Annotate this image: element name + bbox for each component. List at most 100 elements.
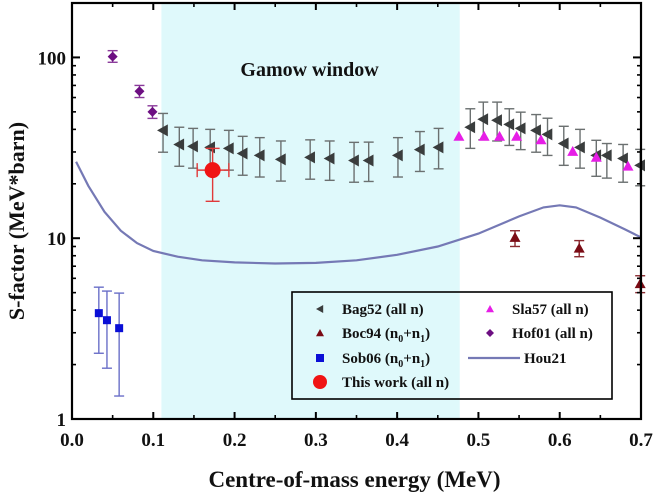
legend-text: Sla57 (all n): [512, 302, 589, 318]
legend: Bag52 (all n) Sla57 (all n)Boc94 (n0+n1) H…: [291, 291, 613, 400]
legend-text: Hof01 (all n): [512, 326, 593, 342]
data-point-bag52-all-n: [274, 153, 286, 166]
y-tick-label: 10: [47, 229, 66, 250]
data-point-bag52-all-n: [253, 149, 265, 162]
legend-label: Hof01 (all n): [512, 326, 593, 342]
data-point-bag52-all-n: [173, 138, 185, 151]
legend-marker-icon: [486, 305, 494, 313]
data-point-bag52-all-n: [617, 152, 628, 165]
data-point-this-work-all-n: [204, 162, 221, 179]
data-point-bag52-all-n: [391, 149, 403, 162]
data-point-sob06-n0-n1: [102, 316, 111, 325]
legend-item-this-work-all-n: This work (all n): [313, 375, 449, 391]
legend-label: Boc94 (n0+n1): [342, 326, 430, 345]
data-point-bag52-all-n: [600, 149, 612, 162]
x-axis-label: Centre-of-mass energy (MeV): [208, 467, 500, 492]
data-point-sob06-n0-n1: [115, 324, 124, 333]
legend-marker-icon: [313, 375, 327, 389]
data-point-bag52-all-n: [362, 154, 374, 167]
legend-marker-icon: [316, 305, 324, 313]
legend-text: This work (all n): [342, 375, 449, 391]
x-tick-label: 0.3: [304, 430, 328, 451]
curves-layer: [75, 161, 642, 265]
series-sob06-n0-n1: [93, 286, 125, 397]
data-point-bag52-all-n: [574, 141, 585, 154]
data-point-bag52-all-n: [514, 122, 526, 135]
legend-subscript: 0: [398, 334, 403, 345]
legend-marker-icon: [316, 329, 324, 337]
legend-item-hou21: Hou21: [468, 351, 567, 367]
data-point-bag52-all-n: [503, 118, 515, 131]
data-point-sob06-n0-n1: [94, 309, 103, 318]
legend-text: +n: [403, 351, 421, 367]
legend-text: +n: [403, 326, 421, 342]
x-axis: 0.0 0.1 0.2 0.3 0.4 0.5 0.6 0.7: [60, 3, 653, 451]
legend-text: Hou21: [524, 351, 567, 367]
legend-text: ): [425, 351, 430, 367]
data-point-sla57-all-n: [478, 130, 490, 141]
data-point-sla57-all-n: [453, 130, 465, 141]
data-point-bag52-all-n: [304, 151, 315, 164]
y-tick-label: 1: [57, 410, 67, 431]
data-point-boc94-n0-n1: [573, 242, 585, 253]
legend-text: Boc94 (n: [342, 326, 399, 342]
x-tick-label: 0.5: [467, 430, 491, 451]
data-point-hof01-all-n: [147, 106, 158, 117]
legend-item-boc94-n0-n1: Boc94 (n0+n1): [316, 326, 430, 345]
data-point-sla57-all-n: [590, 151, 602, 162]
data-point-bag52-all-n: [477, 113, 489, 126]
data-point-bag52-all-n: [634, 159, 645, 172]
data-point-bag52-all-n: [323, 152, 335, 165]
data-point-bag52-all-n: [187, 140, 198, 153]
x-tick-label: 0.7: [629, 430, 653, 451]
series-this-work-all-n: [196, 147, 230, 203]
data-point-sla57-all-n: [494, 130, 506, 141]
data-point-bag52-all-n: [464, 121, 476, 134]
x-tick-label: 0.4: [385, 430, 409, 451]
series-line-hou21: [75, 161, 642, 265]
series-boc94-n0-n1: [509, 230, 646, 294]
legend-text: ): [425, 326, 430, 342]
gamow-window-label: Gamow window: [240, 59, 379, 81]
data-point-hof01-all-n: [107, 51, 118, 62]
y-axis-label: S-factor (MeV*barn): [4, 122, 29, 320]
data-point-bag52-all-n: [432, 141, 444, 154]
data-point-bag52-all-n: [157, 124, 168, 137]
data-point-sla57-all-n: [535, 134, 547, 145]
data-marks-layer: [93, 49, 646, 397]
data-point-sla57-all-n: [511, 130, 523, 141]
legend-label: Sla57 (all n): [512, 302, 589, 318]
legend-item-bag52-all-n: Bag52 (all n): [316, 302, 424, 318]
data-point-boc94-n0-n1: [509, 231, 521, 242]
data-point-bag52-all-n: [491, 114, 502, 127]
series-sla57-all-n: [453, 130, 634, 171]
series-hof01-all-n: [107, 49, 158, 120]
data-point-hof01-all-n: [134, 86, 145, 97]
legend-item-sob06-n0-n1: Sob06 (n0+n1): [316, 351, 430, 370]
legend-marker-icon: [316, 354, 324, 362]
data-point-bag52-all-n: [557, 137, 569, 150]
x-tick-label: 0.1: [141, 430, 165, 451]
legend-label: Sob06 (n0+n1): [342, 351, 430, 370]
legend-label: Bag52 (all n): [342, 302, 424, 318]
data-point-bag52-all-n: [530, 124, 541, 137]
data-point-sla57-all-n: [567, 145, 579, 156]
gamow-window-band: [161, 3, 460, 419]
data-point-bag52-all-n: [541, 128, 553, 141]
x-tick-label: 0.6: [548, 430, 572, 451]
y-tick-label: 100: [38, 48, 67, 69]
legend-text: Sob06 (n: [342, 351, 399, 367]
data-point-bag52-all-n: [413, 143, 425, 156]
data-point-bag52-all-n: [236, 147, 248, 160]
x-tick-label: 0.2: [223, 430, 247, 451]
legend-box: [291, 291, 613, 400]
data-point-bag52-all-n: [222, 142, 234, 155]
x-tick-label: 0.0: [60, 430, 84, 451]
legend-item-sla57-all-n: Sla57 (all n): [486, 302, 589, 318]
legend-subscript: 1: [420, 334, 425, 345]
legend-subscript: 0: [398, 359, 403, 370]
legend-label: Hou21: [524, 351, 567, 367]
legend-text: Bag52 (all n): [342, 302, 424, 318]
